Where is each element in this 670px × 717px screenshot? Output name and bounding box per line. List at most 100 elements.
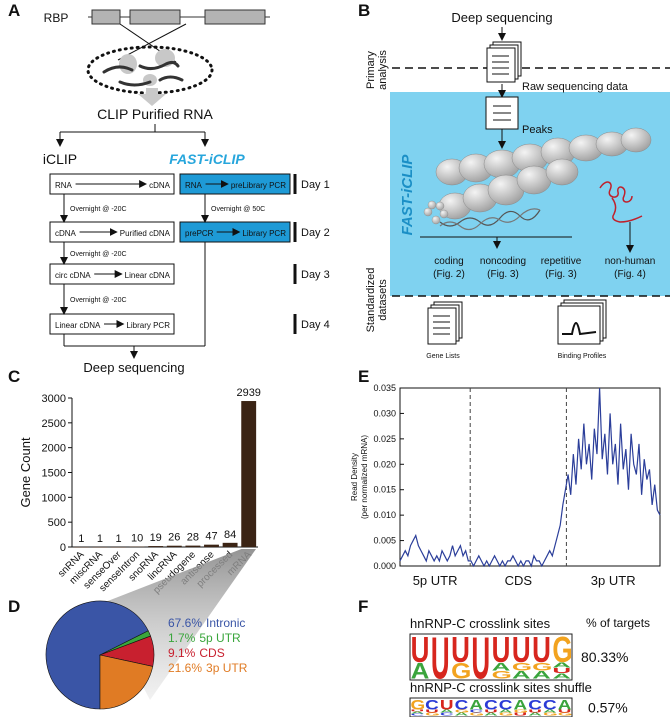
iclip-label: iCLIP (43, 151, 77, 167)
day-label: Day 1 (301, 179, 330, 191)
logo-letter: A (543, 709, 557, 714)
region-label: 3p UTR (591, 573, 636, 588)
value-label: 28 (187, 532, 199, 544)
logo-letter: A (499, 709, 513, 714)
y-tick-label: 500 (48, 517, 66, 529)
nucleosome (439, 209, 449, 219)
logo-letter: U (411, 629, 430, 670)
logo-letter: U (451, 629, 470, 670)
logo-box (409, 633, 573, 681)
bar (92, 546, 108, 548)
pie-label-name: 5p UTR (199, 631, 241, 645)
step-note: Overnight @ -20C (70, 206, 127, 213)
step-from: cDNA (55, 229, 77, 238)
bar (185, 545, 201, 547)
class-label: noncoding (480, 256, 526, 267)
input-label: Deep sequencing (451, 10, 552, 25)
step-to: Purified cDNA (120, 229, 171, 238)
chromatin-blob (545, 158, 579, 186)
logo-letter: G (532, 661, 552, 673)
step-to: Linear cDNA (125, 271, 171, 280)
plot-frame (399, 387, 661, 567)
fast-iclip-side-label: FAST-iCLIP (399, 154, 416, 236)
logo-letter: U (431, 625, 450, 691)
step-to: preLibrary PCR (231, 181, 286, 190)
logo-percent: 80.33% (581, 649, 628, 665)
logo-letter: C (543, 698, 557, 713)
bar (204, 544, 219, 547)
logo-letter: C (425, 698, 439, 713)
class-label: repetitive (541, 256, 582, 267)
logo-letter: A (469, 698, 483, 713)
logo-letter: U (410, 709, 424, 712)
primary-label: analysis (377, 50, 389, 90)
day-label: Day 4 (301, 319, 330, 331)
exon (91, 9, 121, 25)
chromatin-blob (620, 127, 652, 153)
rna-fragment (118, 80, 152, 87)
nonhuman-rna (599, 181, 643, 223)
value-label: 19 (150, 532, 162, 544)
logo-letter: U (512, 629, 531, 670)
logo-percent: 0.57% (588, 700, 628, 716)
logo-letter: G (425, 712, 440, 717)
bar (166, 545, 182, 547)
value-label: 10 (131, 533, 143, 545)
density-line (399, 387, 661, 568)
rbp-blob (119, 54, 137, 74)
logo-letter: A (411, 659, 430, 684)
rna-fragment (138, 60, 180, 71)
targets-header: % of targets (586, 616, 650, 630)
logo-letter: A (440, 709, 454, 714)
logo-letter: U (514, 712, 528, 717)
y-tick-label: 0 (60, 542, 66, 554)
y-axis-title: (per normalized mRNA) (360, 435, 369, 519)
clip-complex (86, 45, 214, 95)
nucleosome (427, 200, 437, 210)
logo-letter: G (558, 712, 573, 717)
value-label: 84 (224, 529, 236, 541)
pie-label-name: 3p UTR (206, 661, 248, 675)
primary-label: Primary (365, 51, 377, 89)
day-label: Day 3 (301, 269, 330, 281)
y-tick-label: 0.020 (373, 459, 396, 469)
value-label: 1 (78, 533, 84, 545)
y-axis-title: Gene Count (18, 437, 33, 507)
logo-letter: G (455, 709, 470, 714)
panel-label: D (8, 597, 20, 616)
pie-label-value: 1.7% (168, 631, 196, 645)
nucleosome (431, 215, 441, 225)
step-from: prePCR (185, 229, 214, 238)
logo-box (409, 697, 573, 717)
value-label: 47 (205, 531, 217, 543)
step-note: Overnight @ -20C (70, 297, 127, 304)
logo-letter: G (512, 661, 532, 673)
value-label: 1 (97, 533, 103, 545)
fast-iclip-background (390, 92, 670, 296)
logo-letter: A (512, 669, 531, 681)
logo-letter: G (469, 712, 484, 717)
logo-letter: U (492, 629, 511, 670)
document (427, 307, 457, 345)
raw-label: Raw sequencing data (522, 81, 629, 93)
panel-label: E (358, 367, 369, 386)
pie-slice (45, 600, 149, 710)
peaks-label: Peaks (522, 124, 553, 136)
logo-letter: U (471, 625, 490, 691)
logo-letter: U (532, 629, 551, 670)
clip-rna-label: CLIP Purified RNA (97, 106, 213, 122)
y-tick-label: 3000 (42, 393, 66, 405)
y-tick-label: 1500 (42, 468, 66, 480)
bar (222, 542, 238, 547)
logo-letter: G (499, 712, 514, 717)
pie-label: 9.1% CDS (168, 646, 225, 660)
step-box (179, 173, 291, 195)
region-label: 5p UTR (413, 573, 458, 588)
logo-letter: U (484, 709, 498, 714)
logo-letter: U (425, 709, 439, 714)
logo-letter: A (455, 712, 469, 717)
logo-letter: C (410, 713, 424, 716)
day-label: Day 2 (301, 227, 330, 239)
fast-iclip-label: FAST-iCLIP (169, 151, 245, 167)
